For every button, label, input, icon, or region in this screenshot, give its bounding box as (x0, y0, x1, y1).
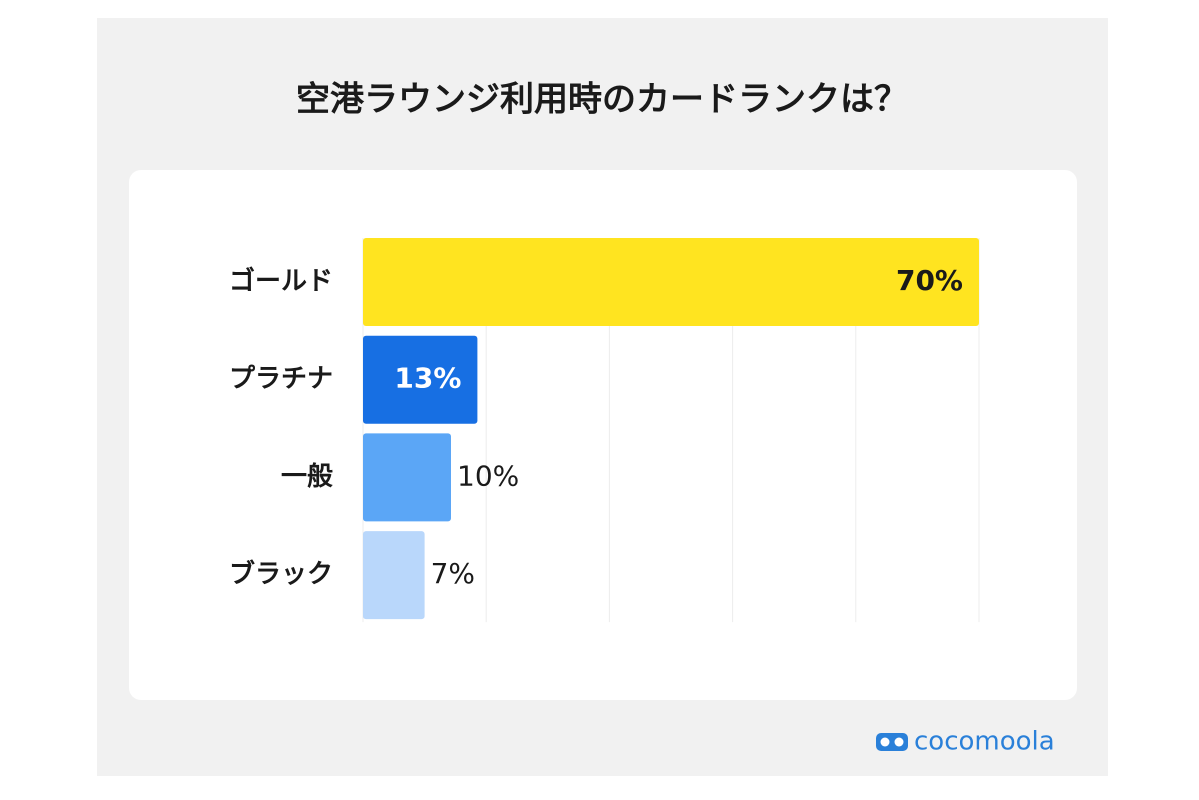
value-label: 70% (896, 264, 963, 297)
bar (363, 433, 451, 522)
chart-title: 空港ラウンジ利用時のカードランクは？ (296, 80, 908, 120)
category-label: 一般 (281, 462, 333, 492)
value-label: 13% (394, 362, 461, 395)
category-label: ゴールド (229, 266, 333, 297)
value-label: 10% (457, 459, 519, 492)
category-label: プラチナ (229, 364, 333, 394)
bars: ゴールド 70% プラチナ 13% 一般 10% ブラック 7% (229, 238, 979, 620)
category-label: ブラック (229, 559, 333, 590)
logo-eye (894, 737, 904, 747)
brand-name: cocomoola (914, 727, 1055, 757)
logo-eye (880, 737, 890, 747)
logo-icon (876, 733, 908, 751)
brand-logo: cocomoola (876, 727, 1055, 757)
bar (363, 531, 425, 620)
value-label: 7% (431, 557, 475, 590)
bar (363, 335, 478, 424)
bar (363, 238, 979, 326)
